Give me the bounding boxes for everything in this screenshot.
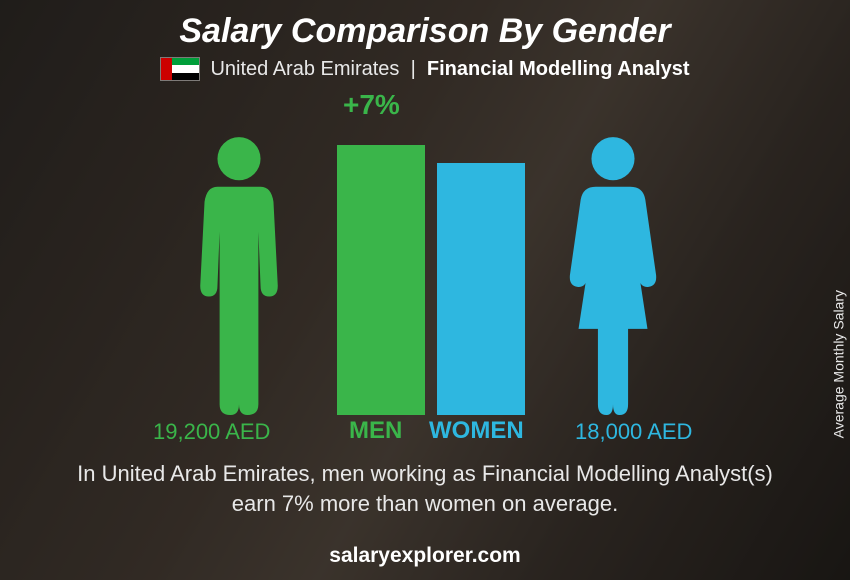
uae-flag-icon bbox=[160, 57, 200, 81]
country-label: United Arab Emirates bbox=[210, 58, 399, 80]
female-icon bbox=[559, 135, 667, 415]
men-bar bbox=[337, 145, 425, 415]
women-bar bbox=[437, 163, 525, 415]
difference-label: +7% bbox=[343, 89, 400, 121]
women-label: WOMEN bbox=[429, 417, 524, 445]
job-title: Financial Modelling Analyst bbox=[427, 58, 690, 80]
men-label: MEN bbox=[349, 417, 402, 445]
comparison-chart: +7% 19,200 AED MEN WOMEN 18,000 AED bbox=[65, 87, 785, 467]
men-salary: 19,200 AED bbox=[153, 419, 270, 445]
women-salary: 18,000 AED bbox=[575, 419, 692, 445]
male-icon bbox=[185, 135, 293, 415]
page-title: Salary Comparison By Gender bbox=[179, 12, 670, 51]
subtitle-row: United Arab Emirates | Financial Modelli… bbox=[160, 57, 689, 81]
description-text: In United Arab Emirates, men working as … bbox=[55, 459, 795, 518]
flag-hoist bbox=[161, 58, 172, 80]
footer-source: salaryexplorer.com bbox=[0, 544, 850, 568]
subtitle: United Arab Emirates | Financial Modelli… bbox=[210, 58, 689, 81]
y-axis-label: Average Monthly Salary bbox=[830, 290, 846, 438]
separator: | bbox=[411, 58, 416, 80]
